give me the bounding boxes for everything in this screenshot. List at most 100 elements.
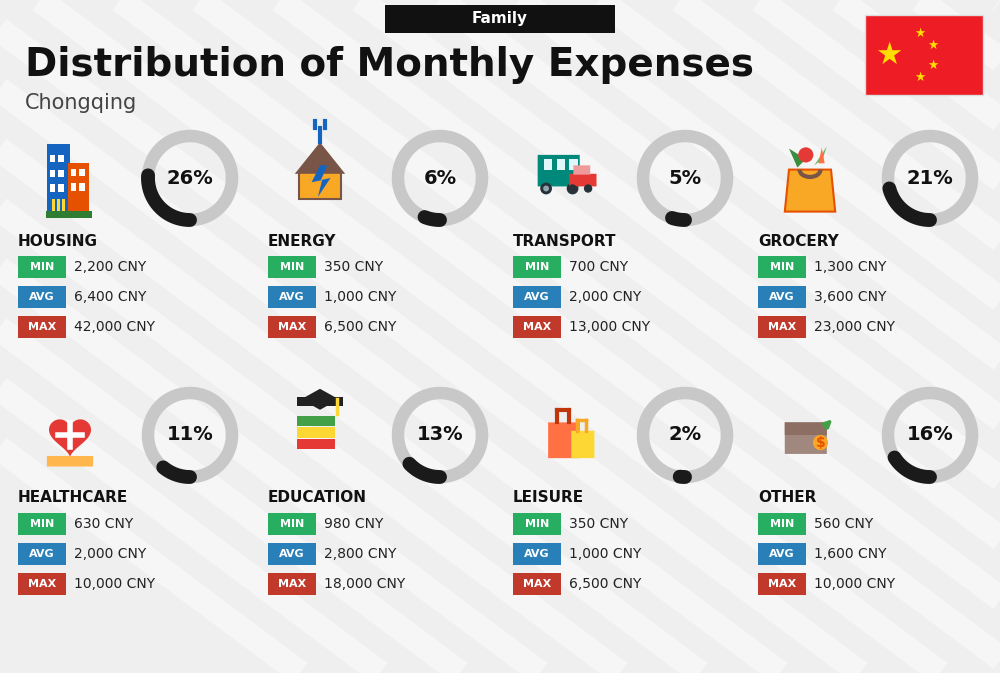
FancyBboxPatch shape bbox=[573, 166, 590, 175]
FancyBboxPatch shape bbox=[50, 170, 55, 177]
FancyBboxPatch shape bbox=[758, 543, 806, 565]
Text: 6,400 CNY: 6,400 CNY bbox=[74, 290, 146, 304]
FancyBboxPatch shape bbox=[513, 286, 561, 308]
FancyBboxPatch shape bbox=[58, 155, 64, 162]
FancyBboxPatch shape bbox=[758, 286, 806, 308]
FancyBboxPatch shape bbox=[268, 513, 316, 535]
Text: 1,000 CNY: 1,000 CNY bbox=[569, 547, 641, 561]
Text: 1,600 CNY: 1,600 CNY bbox=[814, 547, 887, 561]
FancyBboxPatch shape bbox=[18, 513, 66, 535]
FancyBboxPatch shape bbox=[58, 184, 64, 192]
Text: MIN: MIN bbox=[280, 262, 304, 272]
Text: Distribution of Monthly Expenses: Distribution of Monthly Expenses bbox=[25, 46, 754, 84]
Text: MAX: MAX bbox=[768, 579, 796, 589]
FancyBboxPatch shape bbox=[513, 573, 561, 595]
Text: 350 CNY: 350 CNY bbox=[569, 517, 628, 531]
Text: OTHER: OTHER bbox=[758, 491, 816, 505]
FancyBboxPatch shape bbox=[68, 164, 89, 211]
FancyBboxPatch shape bbox=[268, 286, 316, 308]
Text: 2,800 CNY: 2,800 CNY bbox=[324, 547, 396, 561]
Text: 10,000 CNY: 10,000 CNY bbox=[814, 577, 895, 591]
FancyBboxPatch shape bbox=[569, 159, 578, 170]
Text: Chongqing: Chongqing bbox=[25, 93, 137, 113]
FancyBboxPatch shape bbox=[71, 169, 76, 176]
FancyBboxPatch shape bbox=[758, 316, 806, 338]
Circle shape bbox=[798, 147, 813, 162]
FancyBboxPatch shape bbox=[62, 199, 65, 211]
Text: 350 CNY: 350 CNY bbox=[324, 260, 383, 274]
Text: MIN: MIN bbox=[30, 262, 54, 272]
Text: 1,300 CNY: 1,300 CNY bbox=[814, 260, 886, 274]
FancyBboxPatch shape bbox=[297, 439, 335, 450]
Circle shape bbox=[567, 182, 578, 194]
Text: MAX: MAX bbox=[523, 322, 551, 332]
Polygon shape bbox=[785, 170, 835, 211]
FancyBboxPatch shape bbox=[297, 397, 343, 406]
FancyBboxPatch shape bbox=[268, 316, 316, 338]
Polygon shape bbox=[49, 419, 91, 458]
Text: 2,000 CNY: 2,000 CNY bbox=[74, 547, 146, 561]
Text: 2,000 CNY: 2,000 CNY bbox=[569, 290, 641, 304]
FancyBboxPatch shape bbox=[268, 573, 316, 595]
Text: ★: ★ bbox=[927, 38, 939, 52]
FancyBboxPatch shape bbox=[18, 286, 66, 308]
FancyBboxPatch shape bbox=[513, 316, 561, 338]
FancyBboxPatch shape bbox=[544, 159, 552, 170]
FancyBboxPatch shape bbox=[18, 256, 66, 278]
Polygon shape bbox=[299, 151, 341, 199]
FancyBboxPatch shape bbox=[268, 256, 316, 278]
Circle shape bbox=[570, 186, 576, 191]
Text: 21%: 21% bbox=[907, 168, 953, 188]
Text: 42,000 CNY: 42,000 CNY bbox=[74, 320, 155, 334]
FancyBboxPatch shape bbox=[865, 15, 983, 95]
Polygon shape bbox=[818, 148, 825, 164]
FancyBboxPatch shape bbox=[385, 5, 615, 33]
Polygon shape bbox=[301, 389, 339, 410]
Text: ★: ★ bbox=[914, 71, 926, 83]
FancyBboxPatch shape bbox=[513, 543, 561, 565]
Text: MIN: MIN bbox=[770, 262, 794, 272]
Circle shape bbox=[584, 184, 592, 192]
Text: MIN: MIN bbox=[770, 519, 794, 529]
Text: 3,600 CNY: 3,600 CNY bbox=[814, 290, 886, 304]
FancyBboxPatch shape bbox=[513, 513, 561, 535]
FancyBboxPatch shape bbox=[571, 431, 594, 458]
Polygon shape bbox=[789, 149, 806, 168]
FancyBboxPatch shape bbox=[79, 184, 85, 191]
Text: 1,000 CNY: 1,000 CNY bbox=[324, 290, 396, 304]
Polygon shape bbox=[295, 142, 345, 174]
Text: 6,500 CNY: 6,500 CNY bbox=[324, 320, 396, 334]
Text: ★: ★ bbox=[875, 40, 903, 69]
Circle shape bbox=[540, 182, 552, 194]
FancyBboxPatch shape bbox=[50, 155, 55, 162]
Text: 16%: 16% bbox=[907, 425, 953, 444]
Text: HOUSING: HOUSING bbox=[18, 234, 98, 248]
Text: AVG: AVG bbox=[279, 292, 305, 302]
Text: 5%: 5% bbox=[668, 168, 702, 188]
Text: AVG: AVG bbox=[769, 549, 795, 559]
Text: MAX: MAX bbox=[28, 579, 56, 589]
Text: 700 CNY: 700 CNY bbox=[569, 260, 628, 274]
Text: AVG: AVG bbox=[769, 292, 795, 302]
Text: 13,000 CNY: 13,000 CNY bbox=[569, 320, 650, 334]
FancyBboxPatch shape bbox=[47, 145, 70, 211]
FancyBboxPatch shape bbox=[71, 184, 76, 191]
Text: MIN: MIN bbox=[30, 519, 54, 529]
Text: 23,000 CNY: 23,000 CNY bbox=[814, 320, 895, 334]
FancyBboxPatch shape bbox=[569, 174, 597, 186]
Text: MAX: MAX bbox=[768, 322, 796, 332]
Text: 10,000 CNY: 10,000 CNY bbox=[74, 577, 155, 591]
Text: 6%: 6% bbox=[423, 168, 457, 188]
Text: AVG: AVG bbox=[524, 292, 550, 302]
Text: MIN: MIN bbox=[525, 262, 549, 272]
Circle shape bbox=[813, 435, 828, 450]
Text: 26%: 26% bbox=[167, 168, 213, 188]
Text: TRANSPORT: TRANSPORT bbox=[513, 234, 616, 248]
Text: ★: ★ bbox=[927, 59, 939, 71]
FancyBboxPatch shape bbox=[18, 573, 66, 595]
Text: 11%: 11% bbox=[167, 425, 213, 444]
FancyBboxPatch shape bbox=[297, 416, 335, 426]
Text: MAX: MAX bbox=[523, 579, 551, 589]
FancyBboxPatch shape bbox=[46, 211, 92, 218]
Text: GROCERY: GROCERY bbox=[758, 234, 839, 248]
